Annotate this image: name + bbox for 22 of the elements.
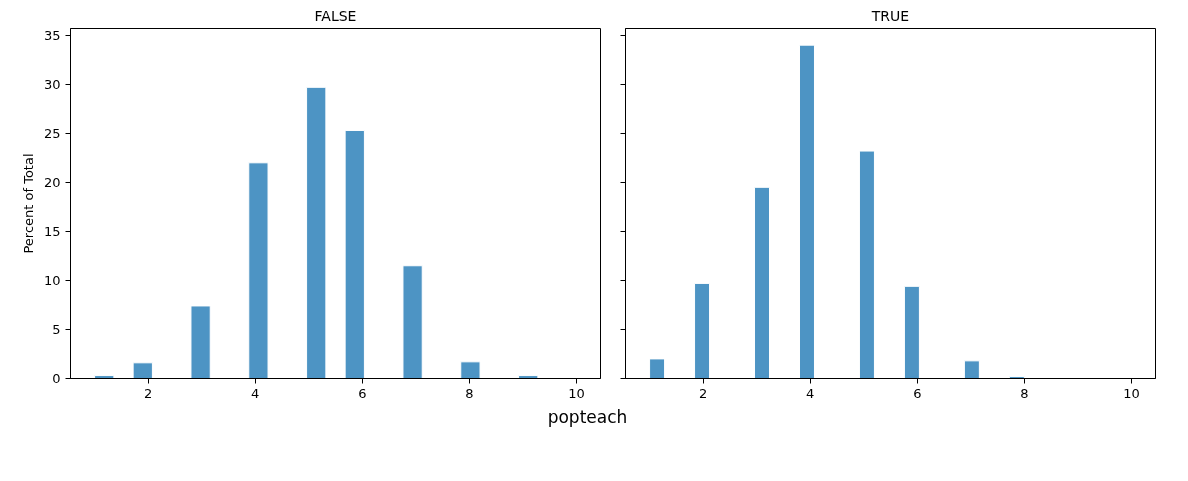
x-tick-label: 2 xyxy=(698,385,708,401)
x-tick-label: 8 xyxy=(1020,385,1029,401)
y-axis-title: Percent of Total xyxy=(20,153,36,254)
y-tick-label: 15 xyxy=(43,223,61,239)
y-tick-label: 20 xyxy=(43,174,61,190)
y-tick-label: 25 xyxy=(43,125,61,141)
y-tick-label: 0 xyxy=(52,371,61,386)
y-tick-label: 30 xyxy=(43,76,61,92)
chart-title: FALSE xyxy=(314,7,357,24)
chart-title: TRUE xyxy=(870,7,910,24)
y-tick-label: 35 xyxy=(43,27,61,43)
x-axis-title: popteach xyxy=(547,406,628,429)
x-tick-label: 2 xyxy=(143,385,153,401)
x-tick-label: 8 xyxy=(465,385,474,401)
x-tick-label: 4 xyxy=(251,385,260,401)
x-tick-label: 6 xyxy=(913,385,922,401)
x-tick-label: 10 xyxy=(1123,385,1140,401)
x-tick-label: 6 xyxy=(358,385,367,401)
y-tick-label: 5 xyxy=(52,321,61,337)
x-tick-label: 10 xyxy=(568,385,585,401)
x-tick-label: 4 xyxy=(806,385,815,401)
y-tick-label: 10 xyxy=(43,272,61,288)
